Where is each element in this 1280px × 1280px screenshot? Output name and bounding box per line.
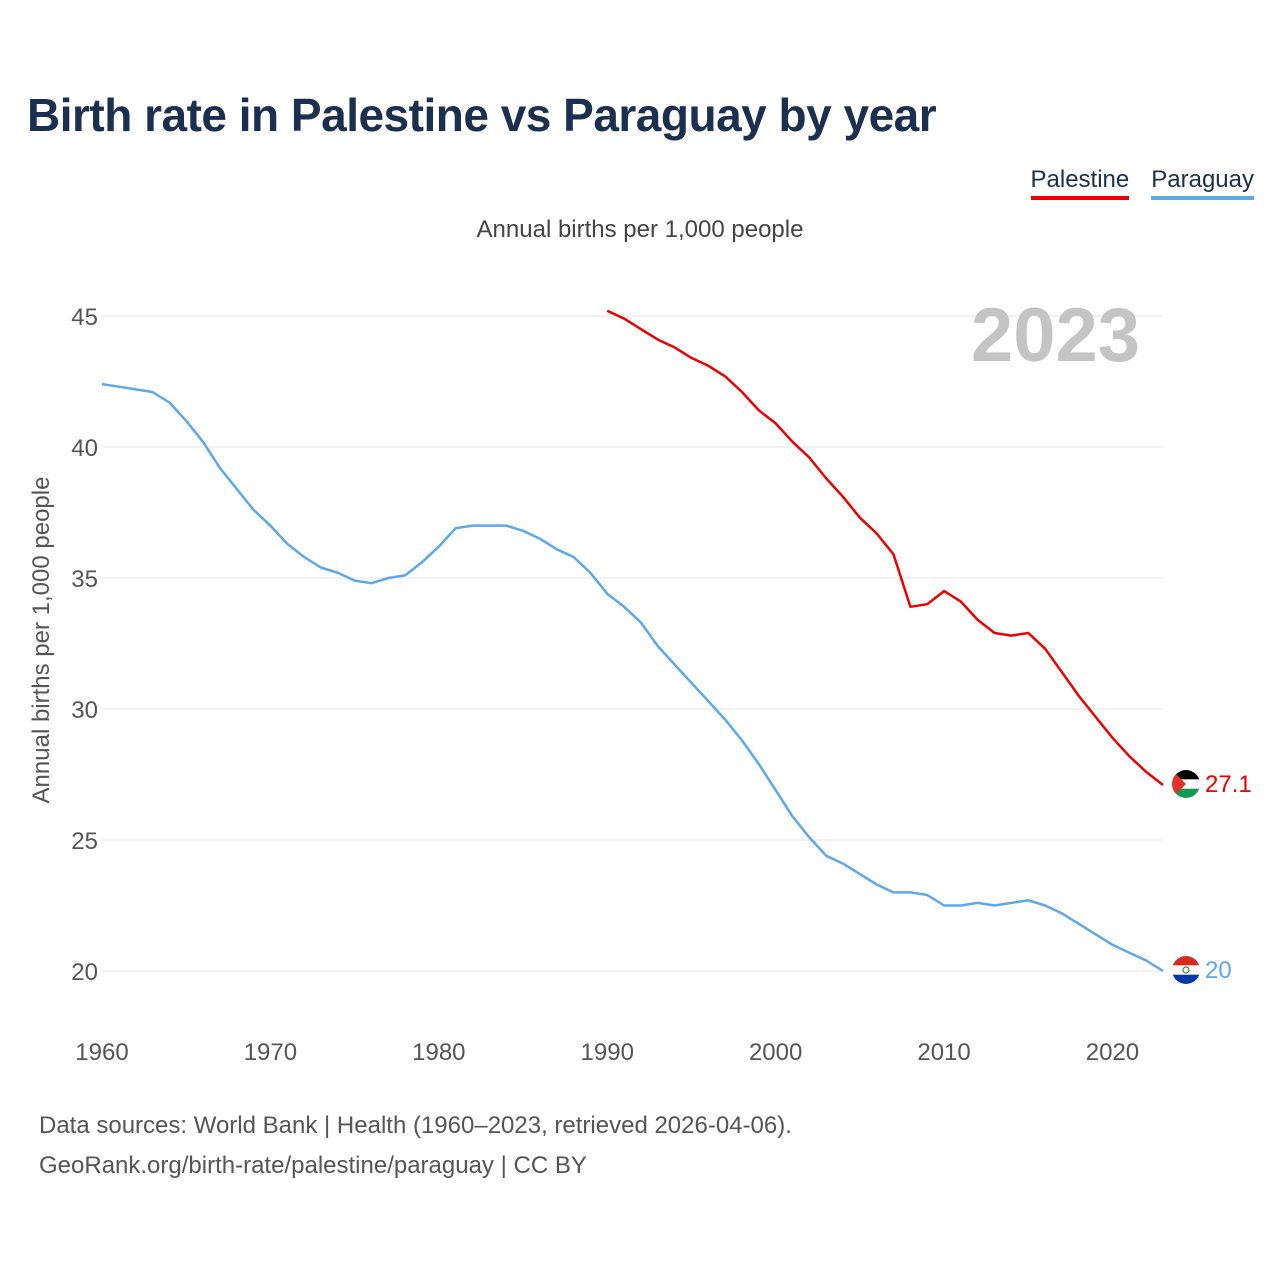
y-tick-label: 35: [71, 566, 98, 593]
x-tick-label: 2010: [917, 1039, 970, 1066]
legend: Palestine Paraguay: [1030, 166, 1254, 200]
series-line-paraguay[interactable]: [101, 382, 1164, 973]
x-tick-label: 1970: [244, 1039, 297, 1066]
y-axis-label: Annual births per 1,000 people: [28, 476, 55, 804]
x-tick-label: 2000: [749, 1039, 802, 1066]
x-tick-label: 1990: [581, 1039, 634, 1066]
x-tick-label: 1960: [75, 1039, 128, 1066]
y-tick-label: 45: [71, 304, 98, 331]
data-sources: Data sources: World Bank | Health (1960–…: [39, 1106, 792, 1186]
chart-title: Birth rate in Palestine vs Paraguay by y…: [27, 89, 937, 141]
chart-subtitle: Annual births per 1,000 people: [476, 216, 804, 243]
x-tick-label: 1980: [412, 1039, 465, 1066]
legend-item-paraguay[interactable]: Paraguay: [1151, 166, 1254, 200]
paraguay-flag-icon: [1172, 956, 1200, 984]
y-tick-label: 30: [71, 697, 98, 724]
paraguay-end-label: 20: [1205, 957, 1232, 984]
year-watermark: 2023: [971, 293, 1140, 378]
series-line-palestine[interactable]: [606, 309, 1164, 786]
x-tick-label: 2020: [1086, 1039, 1139, 1066]
sources-line-1: Data sources: World Bank | Health (1960–…: [39, 1112, 792, 1139]
y-tick-label: 40: [71, 435, 98, 462]
palestine-end-label: 27.1: [1205, 771, 1252, 798]
sources-line-2[interactable]: GeoRank.org/birth-rate/palestine/paragua…: [39, 1152, 587, 1179]
y-tick-label: 25: [71, 828, 98, 855]
palestine-flag-icon: [1172, 770, 1200, 798]
y-tick-label: 20: [71, 959, 98, 986]
legend-item-palestine[interactable]: Palestine: [1030, 166, 1130, 200]
